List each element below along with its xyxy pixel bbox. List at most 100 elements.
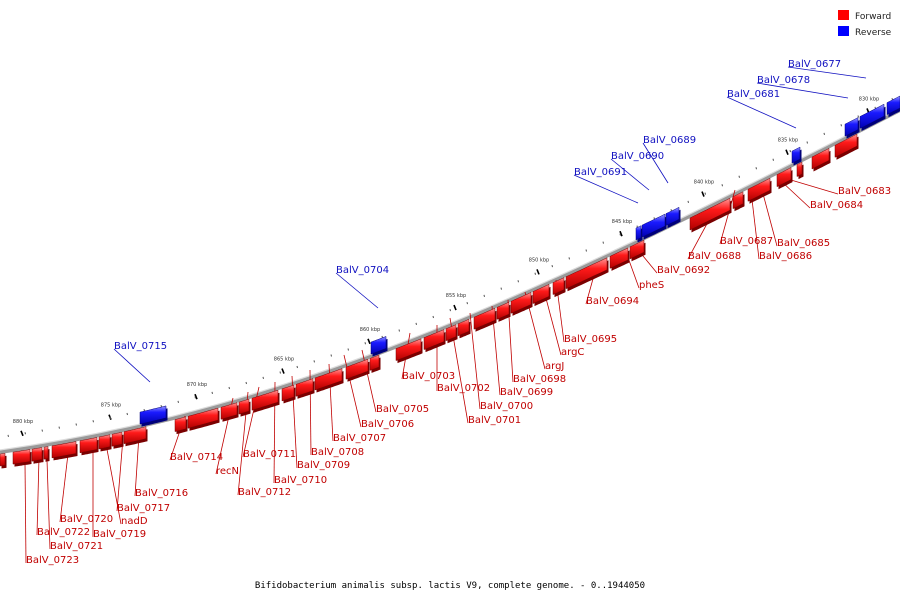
gene-label[interactable]: recN (216, 466, 239, 477)
gene-label[interactable]: BalV_0685 (777, 238, 830, 249)
forward-gene-feature[interactable] (689, 197, 731, 231)
gene-label[interactable]: BalV_0699 (500, 387, 553, 398)
gene-label[interactable]: BalV_0702 (437, 383, 490, 394)
forward-gene-feature[interactable] (220, 402, 238, 420)
forward-gene-feature[interactable] (565, 257, 608, 290)
forward-gene-feature[interactable] (510, 292, 532, 314)
forward-gene-feature[interactable] (457, 318, 470, 337)
forward-gene-feature[interactable] (445, 324, 457, 342)
gene-label[interactable]: argC (561, 347, 584, 358)
gene-label[interactable]: BalV_0714 (170, 452, 223, 463)
forward-gene-feature[interactable] (395, 338, 422, 361)
gene-label[interactable]: BalV_0698 (513, 374, 566, 385)
gene-label[interactable]: BalV_0690 (611, 151, 664, 162)
gene-label[interactable]: BalV_0712 (238, 487, 291, 498)
forward-gene-feature[interactable] (834, 133, 858, 158)
forward-gene-feature[interactable] (43, 446, 49, 460)
leader-line (761, 189, 778, 247)
major-tick (701, 191, 705, 197)
gene-label[interactable]: BalV_0692 (657, 265, 710, 276)
gene-label[interactable]: BalV_0701 (468, 415, 521, 426)
forward-gene-feature[interactable] (12, 449, 31, 465)
reverse-gene-feature[interactable] (139, 405, 167, 425)
gene-label[interactable]: BalV_0703 (402, 371, 455, 382)
reverse-gene-feature[interactable] (859, 103, 885, 129)
gene-label[interactable]: BalV_0700 (480, 401, 533, 412)
gene-label[interactable]: BalV_0721 (50, 541, 103, 552)
gene-label[interactable]: nadD (121, 516, 148, 527)
forward-gene-feature[interactable] (187, 407, 219, 429)
reverse-gene-feature[interactable] (665, 206, 680, 226)
forward-gene-feature[interactable] (747, 177, 771, 202)
gene-label[interactable]: BalV_0684 (810, 200, 863, 211)
reverse-gene-feature[interactable] (635, 225, 642, 241)
gene-label[interactable]: argJ (545, 361, 564, 372)
gene-label[interactable]: BalV_0678 (757, 75, 810, 86)
forward-gene-feature[interactable] (629, 239, 645, 260)
forward-gene-feature[interactable] (281, 384, 295, 402)
forward-gene-feature[interactable] (609, 247, 629, 269)
major-tick (281, 368, 285, 374)
forward-gene-feature[interactable] (796, 161, 803, 178)
gene-label[interactable]: BalV_0681 (727, 89, 780, 100)
forward-gene-feature[interactable] (776, 167, 792, 188)
forward-gene-feature[interactable] (423, 329, 445, 350)
forward-gene-feature[interactable] (123, 426, 147, 445)
gene-label[interactable]: BalV_0689 (643, 135, 696, 146)
gene-label[interactable]: BalV_0688 (688, 251, 741, 262)
gene-label[interactable]: BalV_0695 (564, 334, 617, 345)
gene-label[interactable]: BalV_0723 (26, 555, 79, 566)
reverse-gene-feature[interactable] (641, 213, 666, 238)
gene-label[interactable]: BalV_0706 (361, 419, 414, 430)
gene-label[interactable]: pheS (639, 280, 664, 291)
forward-gene-feature[interactable] (51, 441, 77, 459)
gene-label[interactable]: BalV_0683 (838, 186, 891, 197)
forward-gene-feature[interactable] (732, 191, 744, 210)
minor-tick (24, 432, 26, 435)
forward-gene-feature[interactable] (496, 301, 510, 320)
reverse-gene-feature[interactable] (370, 336, 387, 355)
gene-label[interactable]: BalV_0719 (93, 529, 146, 540)
gene-label[interactable]: BalV_0686 (759, 251, 812, 262)
forward-gene-feature[interactable] (345, 358, 369, 380)
forward-gene-feature[interactable] (552, 277, 565, 295)
gene-label[interactable]: BalV_0720 (60, 514, 113, 525)
gene-label[interactable]: BalV_0691 (574, 167, 627, 178)
gene-label[interactable]: BalV_0717 (117, 503, 170, 514)
forward-gene-feature[interactable] (98, 434, 111, 450)
forward-gene-feature[interactable] (31, 447, 43, 462)
forward-gene-feature[interactable] (473, 307, 496, 330)
minor-tick (602, 241, 604, 244)
gene-label[interactable]: BalV_0709 (297, 460, 350, 471)
forward-gene-feature[interactable] (532, 284, 550, 304)
reverse-gene-feature[interactable] (844, 117, 859, 137)
gene-label[interactable]: BalV_0687 (720, 236, 773, 247)
gene-label[interactable]: BalV_0677 (788, 59, 841, 70)
forward-gene-feature[interactable] (811, 147, 830, 170)
leader-line (726, 96, 797, 129)
gene-label[interactable]: BalV_0722 (37, 527, 90, 538)
minor-tick (75, 423, 77, 426)
gene-label[interactable]: BalV_0705 (376, 404, 429, 415)
gene-label[interactable]: BalV_0710 (274, 475, 327, 486)
forward-gene-feature[interactable] (111, 431, 123, 447)
forward-gene-feature[interactable] (174, 416, 187, 432)
forward-gene-feature[interactable] (295, 378, 314, 397)
forward-gene-feature[interactable] (369, 354, 380, 371)
gene-label[interactable]: BalV_0694 (586, 296, 639, 307)
forward-gene-feature[interactable] (251, 389, 279, 411)
gene-label[interactable]: BalV_0716 (135, 488, 188, 499)
forward-gene-feature[interactable] (238, 398, 250, 415)
gene-label[interactable]: BalV_0704 (336, 265, 389, 276)
gene-label[interactable]: BalV_0715 (114, 341, 167, 352)
reverse-gene-feature[interactable] (886, 95, 900, 116)
forward-gene-feature[interactable] (0, 452, 6, 467)
forward-gene-feature[interactable] (79, 437, 98, 454)
reverse-gene-feature[interactable] (791, 146, 801, 164)
gene-label[interactable]: BalV_0707 (333, 433, 386, 444)
leader-line (642, 142, 669, 184)
leader-line (36, 456, 40, 536)
gene-label[interactable]: BalV_0711 (243, 449, 296, 460)
gene-label[interactable]: BalV_0708 (311, 447, 364, 458)
forward-gene-feature[interactable] (314, 368, 343, 391)
